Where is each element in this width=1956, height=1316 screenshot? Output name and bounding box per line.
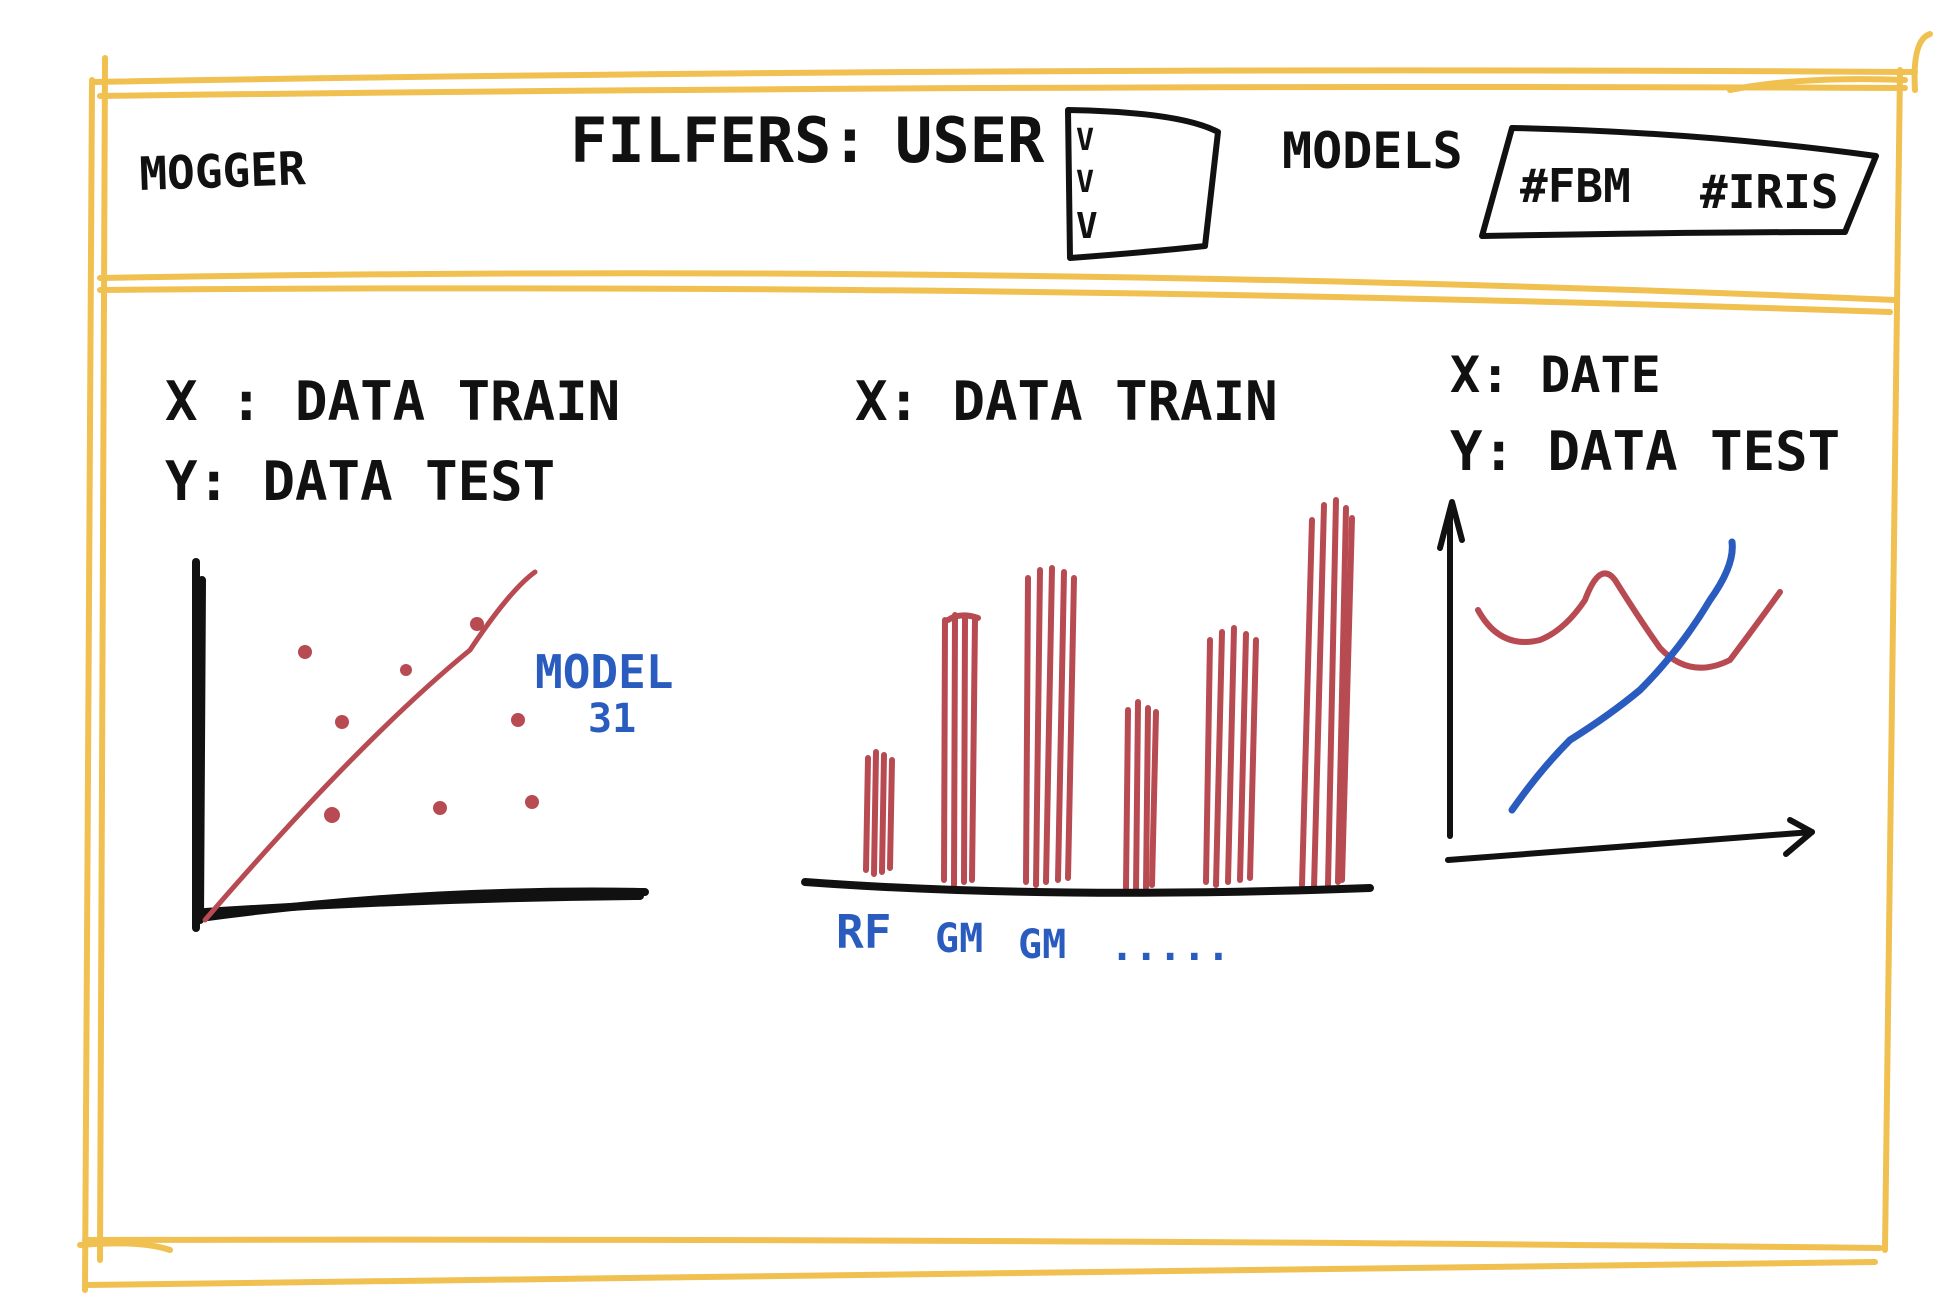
bar-category-label: ..... xyxy=(1110,924,1230,970)
bar-chart: X: DATA TRAIN RF GM xyxy=(801,370,1374,970)
scatter-point xyxy=(324,807,340,823)
line-axes xyxy=(1437,499,1815,863)
bar-category-labels: RF GM GM ..... xyxy=(836,905,1230,970)
scatter-y-axis-label: Y: DATA TEST xyxy=(165,450,555,513)
scatter-point xyxy=(335,715,349,729)
user-option-3[interactable]: V xyxy=(1076,206,1098,247)
user-filter-label: USER xyxy=(895,104,1045,177)
header-divider xyxy=(97,270,1898,315)
bar-category-label: GM xyxy=(1018,922,1066,968)
line-y-axis-label: Y: DATA TEST xyxy=(1450,420,1840,483)
scatter-annotation-model: MODEL xyxy=(535,645,673,699)
line-series-blue xyxy=(1508,538,1736,814)
bar-x-axis xyxy=(801,878,1374,897)
bar-6 xyxy=(1299,497,1355,891)
bar-5 xyxy=(1203,625,1259,888)
bar-category-label: GM xyxy=(935,916,983,962)
scatter-point xyxy=(433,801,447,815)
model-tag-iris[interactable]: #IRIS xyxy=(1700,165,1838,219)
user-filter-dropdown[interactable]: V V V xyxy=(1065,107,1221,261)
line-x-axis-label: X: DATE xyxy=(1450,346,1661,404)
scatter-x-axis-label: X : DATA TRAIN xyxy=(165,370,620,433)
user-option-2[interactable]: V xyxy=(1076,165,1094,200)
scatter-chart: X : DATA TRAIN Y: DATA TEST MODEL 31 xyxy=(165,370,673,932)
bar-2 xyxy=(941,612,981,888)
app-header: MOGGER FILFERS: USER V V V MODELS #FBM #… xyxy=(138,104,1879,261)
bar-1 xyxy=(863,749,895,877)
scatter-point xyxy=(400,664,412,676)
scatter-axes xyxy=(192,558,649,932)
filters-label: FILFERS: xyxy=(570,104,869,177)
scatter-annotation-number: 31 xyxy=(588,696,636,742)
bar-category-label: RF xyxy=(836,905,891,959)
bar-marks xyxy=(863,497,1355,895)
scatter-fit-line xyxy=(202,569,538,923)
models-filter-label: MODELS xyxy=(1282,122,1463,180)
app-name: MOGGER xyxy=(138,141,306,201)
model-tag-fbm[interactable]: #FBM xyxy=(1520,159,1631,213)
scatter-point xyxy=(525,795,539,809)
bar-4 xyxy=(1123,699,1159,895)
bar-3 xyxy=(1023,565,1077,888)
user-option-1[interactable]: V xyxy=(1076,123,1094,158)
scatter-points xyxy=(298,617,539,823)
models-filter-input[interactable]: #FBM #IRIS xyxy=(1479,125,1879,239)
bar-x-axis-label: X: DATA TRAIN xyxy=(855,370,1278,433)
line-series-red xyxy=(1475,570,1783,671)
window-frame xyxy=(77,31,1933,1293)
scatter-point xyxy=(511,713,525,727)
scatter-point xyxy=(470,617,484,631)
line-chart: X: DATE Y: DATA TEST xyxy=(1437,346,1840,863)
scatter-point xyxy=(298,645,312,659)
